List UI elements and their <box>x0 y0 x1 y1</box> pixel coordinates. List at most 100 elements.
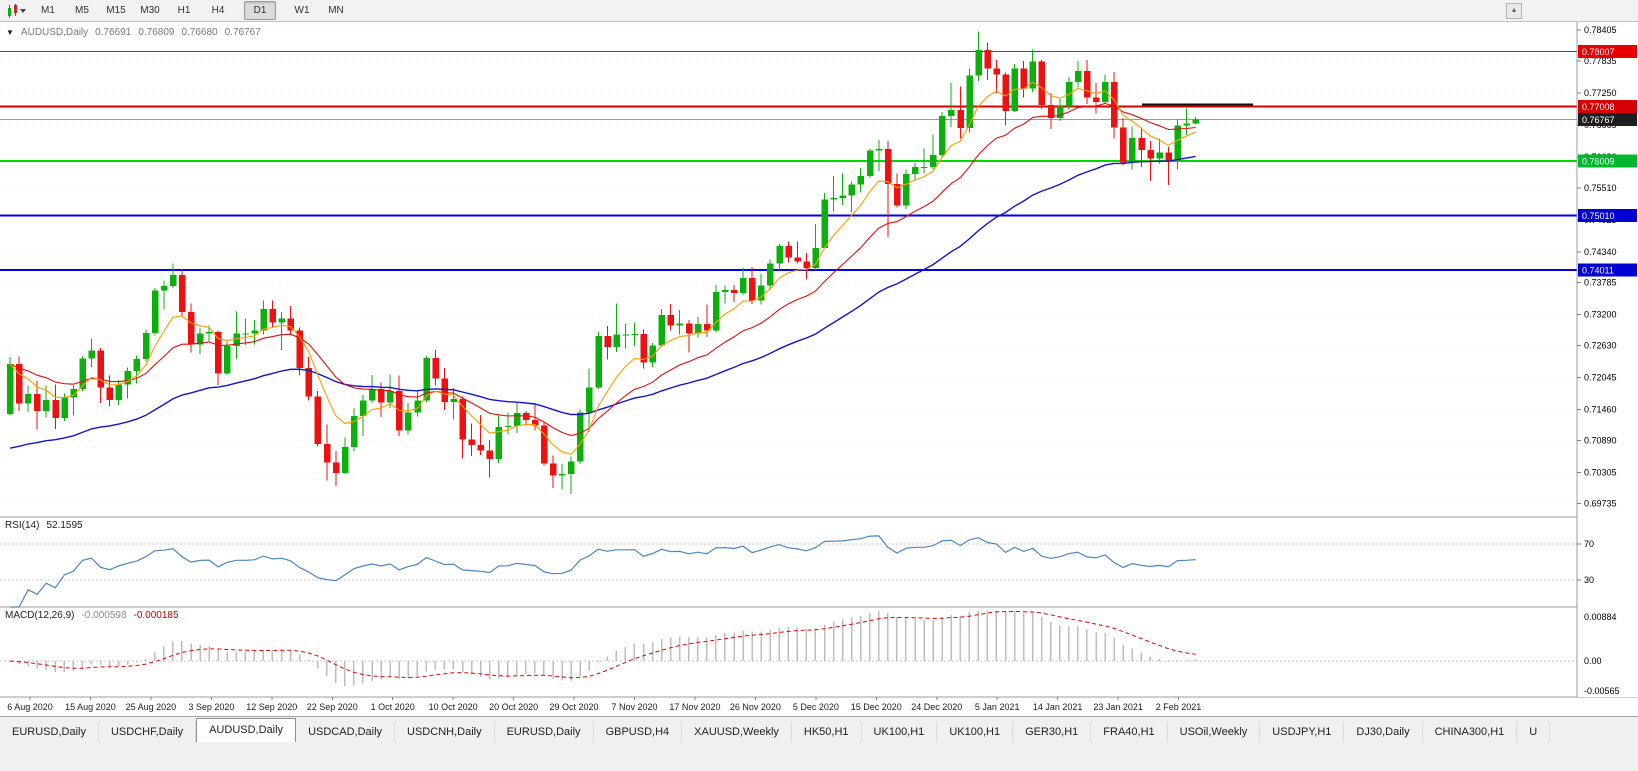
timeframe-button-m15[interactable]: M15 <box>106 5 126 16</box>
date-label: 23 Jan 2021 <box>1093 702 1143 712</box>
timeframes-toolbar: M1 M5 M15 M30 H1 H4 D1 W1 MN <box>0 0 1638 22</box>
date-label: 3 Sep 2020 <box>188 702 234 712</box>
price-level-badge-text: 0.78007 <box>1582 47 1615 57</box>
rsi-value: 52.1595 <box>46 520 83 531</box>
chart-tab-xauusd-weekly[interactable]: XAUUSD,Weekly <box>682 722 792 742</box>
macd-main-value: -0.000598 <box>81 610 127 621</box>
timeframe-button-mn[interactable]: MN <box>328 5 344 16</box>
date-label: 26 Nov 2020 <box>730 702 781 712</box>
chart-tab-usoil-weekly[interactable]: USOil,Weekly <box>1168 722 1261 742</box>
toolbar-collapse-button[interactable]: ▴ <box>1506 3 1522 19</box>
macd-signal-line <box>9 610 1196 679</box>
date-label: 5 Jan 2021 <box>975 702 1020 712</box>
chart-tab-hk50-h1[interactable]: HK50,H1 <box>792 722 862 742</box>
date-label: 14 Jan 2021 <box>1033 702 1083 712</box>
date-label: 24 Dec 2020 <box>911 702 962 712</box>
chart-title: ▼ AUDUSD,Daily 0.76691 0.76809 0.76680 0… <box>6 27 261 38</box>
date-label: 20 Oct 2020 <box>489 702 538 712</box>
ohlc-high: 0.76809 <box>138 27 175 38</box>
price-level-badge <box>1578 154 1637 168</box>
plot-background <box>0 22 1638 716</box>
price-tick-label: 0.77250 <box>1584 88 1617 98</box>
chart-tab-gbpusd-h4[interactable]: GBPUSD,H4 <box>594 722 683 742</box>
ohlc-open: 0.76691 <box>95 27 132 38</box>
date-label: 6 Aug 2020 <box>7 702 53 712</box>
timeframe-button-h1[interactable]: H1 <box>177 5 191 16</box>
price-level-badge <box>1578 99 1637 113</box>
timeframe-button-h4[interactable]: H4 <box>211 5 225 16</box>
chart-tab-eurusd-daily[interactable]: EURUSD,Daily <box>0 722 99 742</box>
chart-tab-usdcnh-daily[interactable]: USDCNH,Daily <box>395 722 495 742</box>
chart-tab-uk100-h1[interactable]: UK100,H1 <box>862 722 938 742</box>
timeframe-button-m1[interactable]: M1 <box>41 5 55 16</box>
current-price-badge-text: 0.76767 <box>1582 115 1615 125</box>
chart-tab-audusd-daily[interactable]: AUDUSD,Daily <box>196 718 297 742</box>
price-tick-label: 0.78405 <box>1584 25 1617 35</box>
macd-axis-max-label: 0.00884 <box>1584 612 1617 622</box>
timeframe-button-d1[interactable]: D1 <box>244 1 276 20</box>
price-tick-label: 0.73200 <box>1584 309 1617 319</box>
date-label: 10 Oct 2020 <box>429 702 478 712</box>
rsi-axis-label: 70 <box>1584 539 1594 549</box>
price-tick-label: 0.74340 <box>1584 247 1617 257</box>
price-tick-label: 0.70305 <box>1584 468 1617 478</box>
price-tick-label: 0.75510 <box>1584 183 1617 193</box>
rsi-line <box>10 535 1196 608</box>
macd-axis-min-label: -0.00565 <box>1584 686 1620 696</box>
chart-tab-china300-h1[interactable]: CHINA300,H1 <box>1423 722 1518 742</box>
current-price-badge <box>1578 112 1637 126</box>
chart-tab-fra40-h1[interactable]: FRA40,H1 <box>1091 722 1168 742</box>
chart-tab-dj30-daily[interactable]: DJ30,Daily <box>1344 722 1423 742</box>
macd-histogram <box>9 611 1197 687</box>
date-label: 17 Nov 2020 <box>669 702 720 712</box>
macd-indicator-label: MACD(12,26,9) -0.000598 -0.000185 <box>5 610 179 621</box>
date-label: 29 Oct 2020 <box>550 702 599 712</box>
rsi-name: RSI(14) <box>5 520 40 531</box>
price-tick-label: 0.73785 <box>1584 277 1617 287</box>
chart-tab-ger30-h1[interactable]: GER30,H1 <box>1013 722 1092 742</box>
date-label: 12 Sep 2020 <box>246 702 297 712</box>
timeframe-button-w1[interactable]: W1 <box>294 5 310 16</box>
timeframe-button-m5[interactable]: M5 <box>75 5 89 16</box>
ma-slow-line <box>9 155 1196 449</box>
chart-tab-eurusd-daily[interactable]: EURUSD,Daily <box>495 722 594 742</box>
price-tick-label: 0.71460 <box>1584 404 1617 414</box>
date-label: 25 Aug 2020 <box>126 702 177 712</box>
chart-type-dropdown-icon[interactable] <box>4 2 30 20</box>
chart-dropdown-arrow-icon[interactable]: ▼ <box>6 28 14 37</box>
chart-tab-usdjpy-h1[interactable]: USDJPY,H1 <box>1260 722 1345 742</box>
candlestick-chart-icon <box>8 3 26 18</box>
price-tick-label: 0.69735 <box>1584 499 1617 509</box>
date-label: 15 Dec 2020 <box>851 702 902 712</box>
ma-mid-line <box>9 102 1196 437</box>
date-label: 1 Oct 2020 <box>371 702 415 712</box>
price-level-badge <box>1578 263 1637 277</box>
price-level-badge <box>1578 208 1637 222</box>
price-level-badge-text: 0.74011 <box>1582 266 1614 276</box>
price-level-badge-text: 0.76009 <box>1582 156 1615 166</box>
date-label: 2 Feb 2021 <box>1156 702 1202 712</box>
macd-name: MACD(12,26,9) <box>5 610 75 621</box>
macd-axis-zero-label: 0.00 <box>1584 656 1602 666</box>
price-level-badge <box>1578 45 1637 59</box>
price-tick-label: 0.72630 <box>1584 340 1617 350</box>
date-label: 7 Nov 2020 <box>611 702 657 712</box>
chart-tab-usdcad-daily[interactable]: USDCAD,Daily <box>296 722 396 742</box>
candles <box>7 31 1200 495</box>
price-level-badge-text: 0.75010 <box>1582 211 1615 221</box>
chart-tab-usdchf-daily[interactable]: USDCHF,Daily <box>99 722 197 742</box>
macd-signal-value: -0.000185 <box>133 610 179 621</box>
price-tick-label: 0.72045 <box>1584 372 1617 382</box>
price-axis-panel <box>1577 22 1638 697</box>
ohlc-close: 0.76767 <box>224 27 261 38</box>
timeframe-buttons: M1 M5 M15 M30 H1 H4 D1 W1 MN <box>32 1 352 20</box>
ma-fast-line <box>9 81 1196 455</box>
price-tick-label: 0.70890 <box>1584 436 1617 446</box>
chart-tab-uk100-h1[interactable]: UK100,H1 <box>937 722 1014 742</box>
timeframe-button-m30[interactable]: M30 <box>140 5 160 16</box>
price-tick-label: 0.77835 <box>1584 56 1617 66</box>
chart-symbol-label: AUDUSD,Daily <box>20 27 89 38</box>
chart-tab-u[interactable]: U <box>1517 722 1551 742</box>
